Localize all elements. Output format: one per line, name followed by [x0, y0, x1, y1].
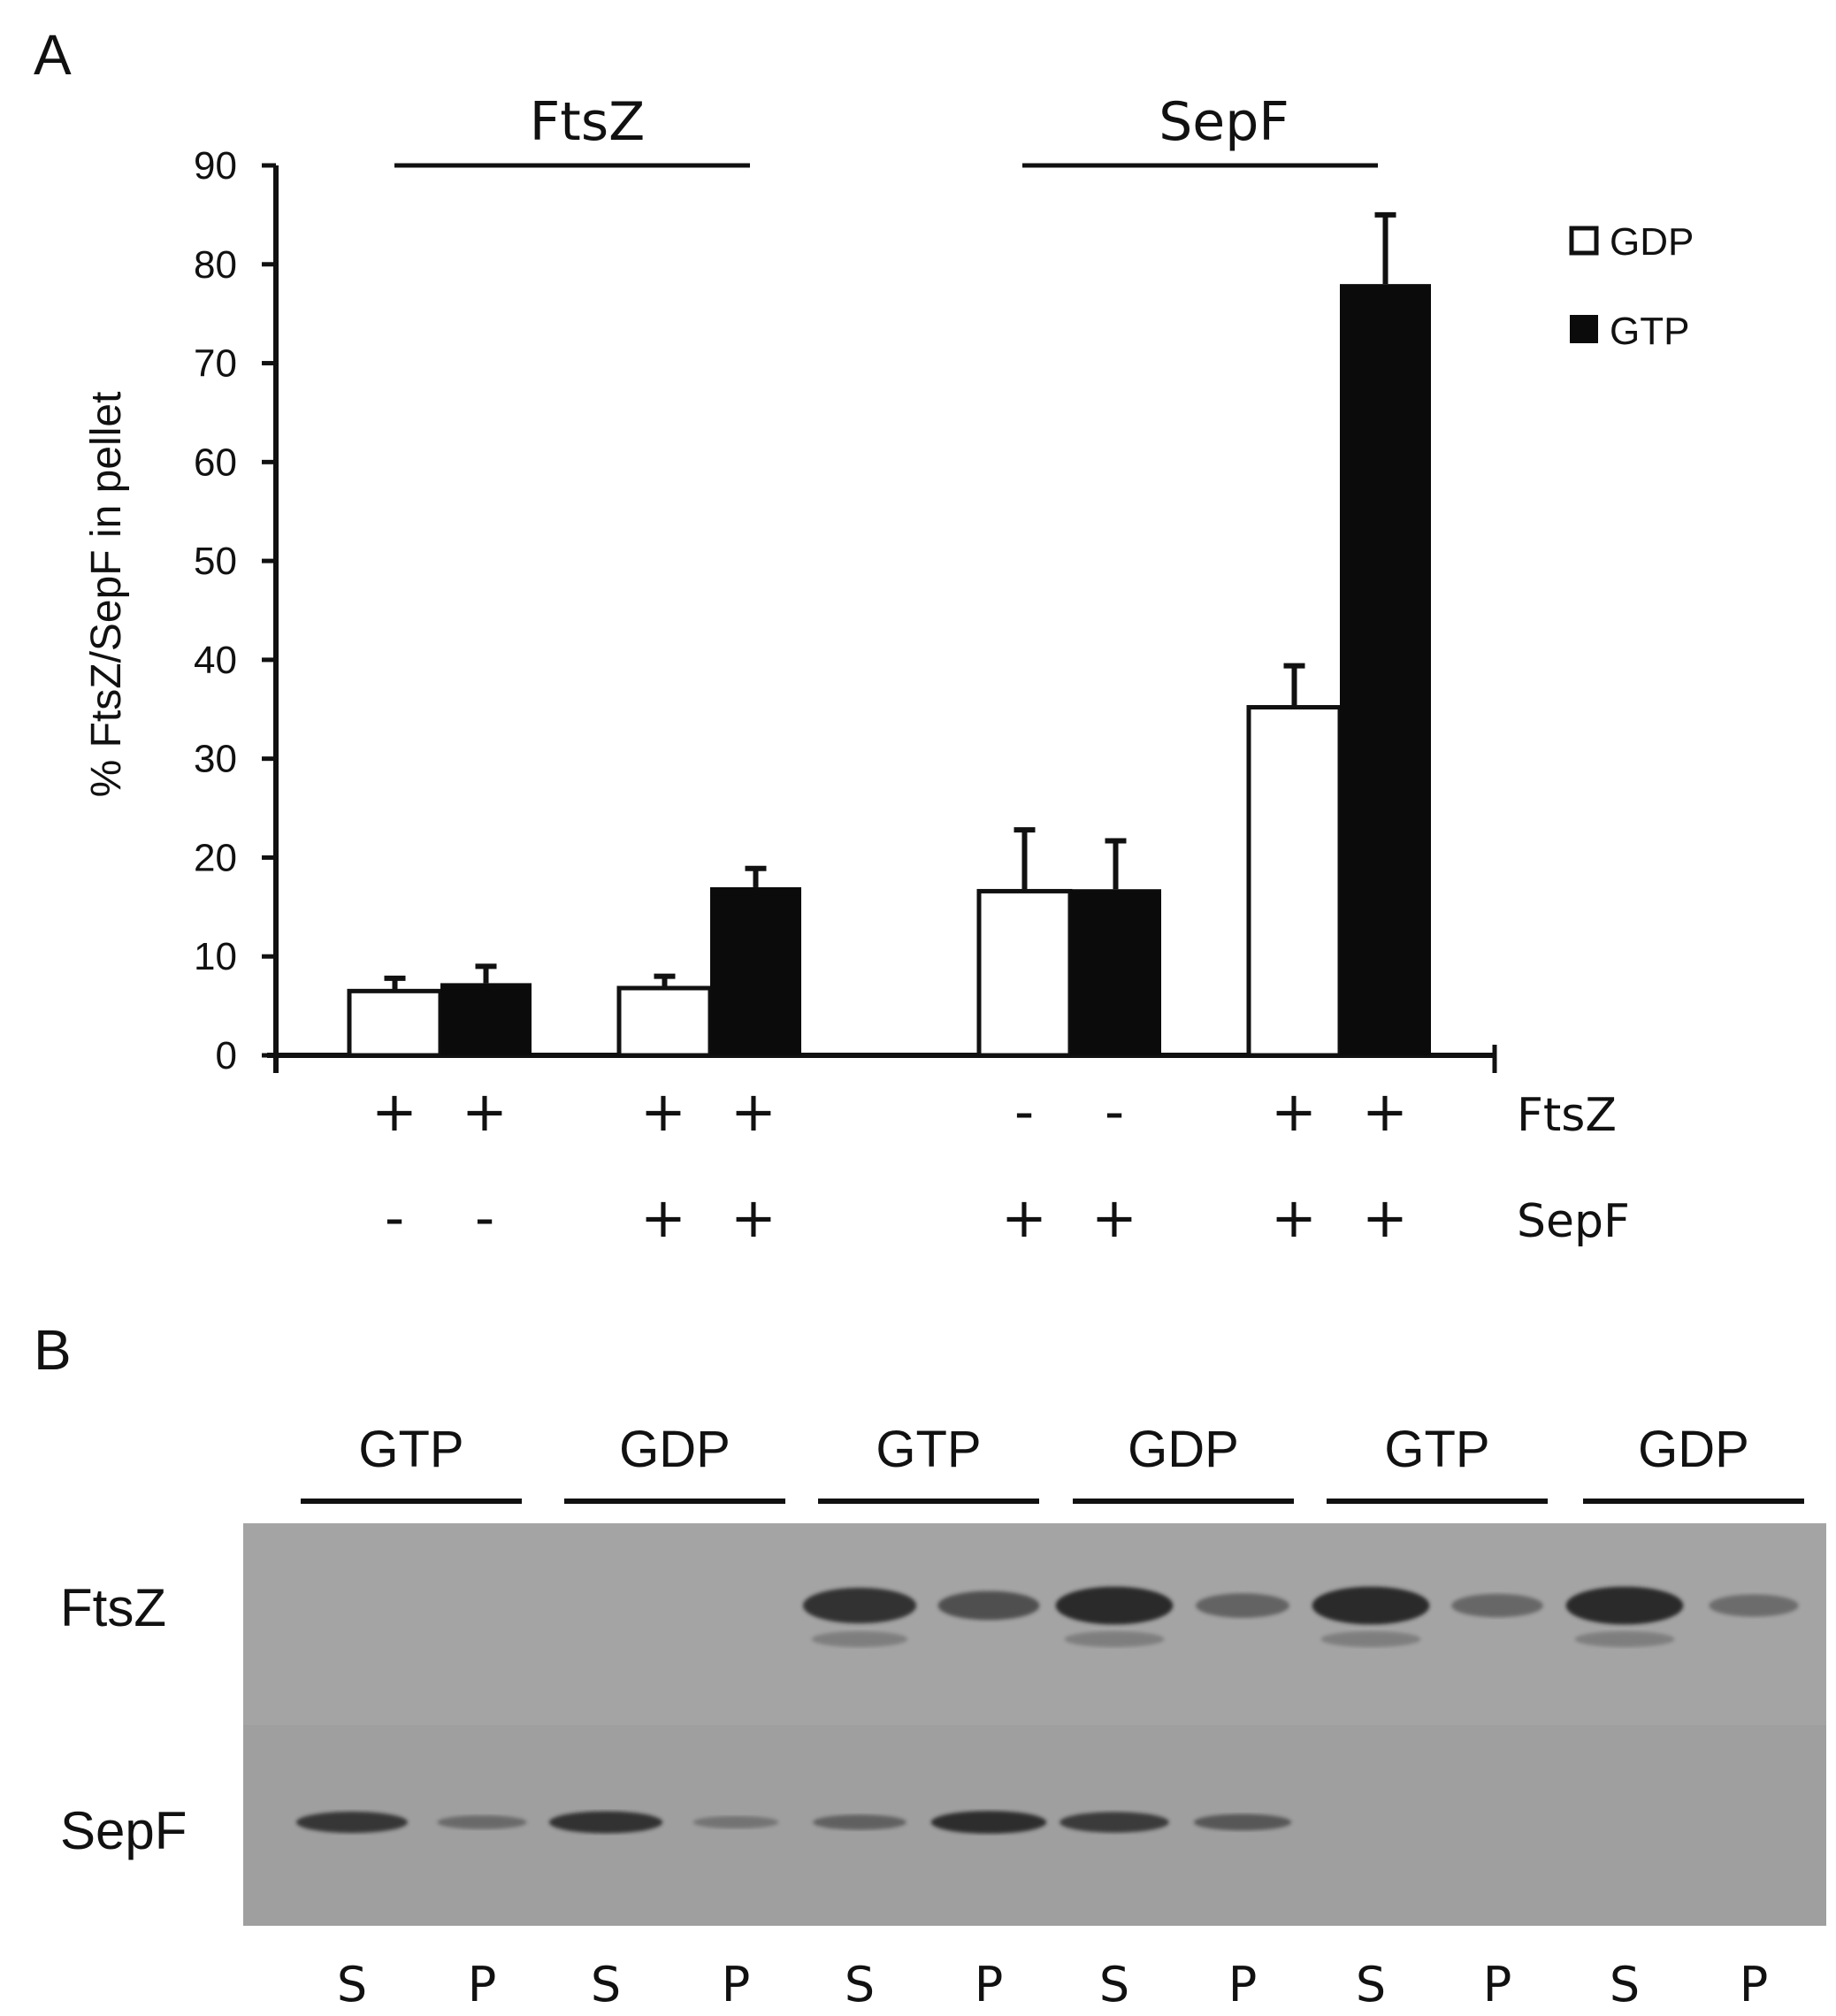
gel-band-smear	[1574, 1631, 1675, 1647]
gel-header-gtp: GTP	[358, 1421, 463, 1478]
gel-band-ftsz	[1196, 1593, 1289, 1618]
bar-gtp-2	[710, 886, 801, 1055]
condition-mark-sepf: +	[1091, 1185, 1137, 1250]
condition-mark-sepf: +	[731, 1185, 776, 1250]
lane-label-s: S	[1356, 1957, 1386, 2012]
legend-swatch-gtp	[1570, 315, 1598, 343]
condition-mark-ftsz: +	[1362, 1079, 1408, 1144]
condition-mark-ftsz: +	[371, 1079, 417, 1144]
gel-band-sepf	[813, 1814, 907, 1830]
lane-label-p: P	[722, 1957, 751, 2012]
gel-band-sepf	[692, 1815, 779, 1829]
bars	[347, 284, 1431, 1058]
legend-label-gtp: GTP	[1610, 310, 1689, 353]
gel-band-ftsz	[1565, 1586, 1684, 1625]
gel-band-sepf	[296, 1811, 408, 1834]
group-header-sepf: SepF	[1022, 91, 1378, 168]
error-bars	[384, 211, 1396, 992]
gel-band-smear	[811, 1631, 908, 1647]
gel-row-label-sepf: SepF	[60, 1801, 187, 1860]
condition-mark-sepf: +	[1362, 1185, 1408, 1250]
bar-gdp-2	[616, 985, 713, 1058]
y-tick-label: 30	[194, 738, 237, 781]
gel-band-ftsz	[802, 1587, 917, 1624]
lane-label-s: S	[1099, 1957, 1129, 2012]
lane-label-s: S	[337, 1957, 367, 2012]
gel-row-label-ftsz: FtsZ	[60, 1578, 166, 1637]
y-tick-label: 0	[216, 1034, 237, 1077]
gel-band-ftsz	[1055, 1586, 1174, 1625]
gel-band-sepf	[930, 1811, 1047, 1834]
gel-band-sepf	[1193, 1813, 1292, 1831]
gel-band-sepf	[548, 1811, 663, 1834]
lane-label-p: P	[1740, 1957, 1769, 2012]
condition-mark-ftsz: +	[462, 1079, 508, 1144]
gel-header-gdp: GDP	[1128, 1421, 1239, 1478]
condition-mark-sepf: -	[475, 1185, 494, 1250]
lane-label-s: S	[845, 1957, 875, 2012]
group-label-ftsz: FtsZ	[530, 91, 645, 153]
y-tick-label: 10	[194, 935, 237, 978]
bar-gdp-4	[1246, 705, 1343, 1058]
lane-label-s: S	[1610, 1957, 1640, 2012]
gel-bands	[296, 1586, 1799, 1834]
bar-gtp-4	[1340, 284, 1431, 1056]
gel-band-ftsz	[1451, 1593, 1543, 1618]
legend: GDP GTP	[1569, 220, 1694, 353]
condition-mark-sepf: +	[1271, 1185, 1317, 1250]
gel-nucleotide-headers: GTP GDP GTP GDP GTP GDP	[301, 1421, 1804, 1504]
condition-mark-ftsz: -	[1105, 1079, 1124, 1144]
lane-label-p: P	[468, 1957, 497, 2012]
group-label-sepf: SepF	[1159, 91, 1289, 153]
gel-header-gtp: GTP	[876, 1421, 981, 1478]
gel-header-gdp: GDP	[619, 1421, 731, 1478]
legend-label-gdp: GDP	[1610, 220, 1694, 264]
condition-mark-ftsz: -	[1014, 1079, 1034, 1144]
gel-header-gdp: GDP	[1638, 1421, 1749, 1478]
condition-mark-ftsz: +	[640, 1079, 686, 1144]
group-header-ftsz: FtsZ	[394, 91, 750, 168]
gel-band-sepf	[437, 1815, 527, 1829]
y-tick-label: 20	[194, 836, 237, 879]
bar-gtp-3	[1070, 889, 1161, 1055]
panel-a-label: A	[34, 23, 72, 87]
condition-row-label-sepf: SepF	[1517, 1195, 1630, 1248]
y-tick-label: 80	[194, 243, 237, 287]
y-tick-label: 60	[194, 441, 237, 484]
y-tick-label: 70	[194, 342, 237, 386]
condition-mark-ftsz: +	[1271, 1079, 1317, 1144]
lane-label-p: P	[1228, 1957, 1258, 2012]
lane-label-s: S	[591, 1957, 621, 2012]
legend-swatch-gdp	[1569, 226, 1599, 256]
bar-gtp-1	[440, 983, 532, 1055]
gel-header-gtp: GTP	[1384, 1421, 1489, 1478]
lane-label-p: P	[975, 1957, 1004, 2012]
y-tick-label: 50	[194, 540, 237, 583]
gel-band-smear	[1064, 1631, 1165, 1647]
y-tick-labels: 0 10 20 30 40 50 60 70 80 90	[194, 144, 237, 1077]
bar-gdp-3	[976, 888, 1073, 1058]
condition-mark-ftsz: +	[731, 1079, 776, 1144]
gel-band-sepf	[1060, 1812, 1169, 1833]
gel-band-ftsz	[1312, 1586, 1430, 1625]
bar-gdp-1	[347, 988, 443, 1058]
condition-rows: + + + + - - + + FtsZ- - + + + + + + SepF	[371, 1079, 1630, 1250]
lane-label-p: P	[1483, 1957, 1512, 2012]
y-tick-label: 40	[194, 639, 237, 682]
condition-mark-sepf: +	[1001, 1185, 1047, 1250]
y-tick-label: 90	[194, 144, 237, 188]
gel-band-ftsz	[1709, 1594, 1799, 1617]
y-axis-title: % FtsZ/SepF in pellet	[83, 392, 130, 798]
condition-row-label-ftsz: FtsZ	[1517, 1089, 1617, 1142]
condition-mark-sepf: -	[385, 1185, 404, 1250]
gel-band-smear	[1320, 1631, 1421, 1647]
gel-band-ftsz	[937, 1591, 1040, 1621]
panel-b-label: B	[34, 1318, 72, 1382]
condition-mark-sepf: +	[640, 1185, 686, 1250]
